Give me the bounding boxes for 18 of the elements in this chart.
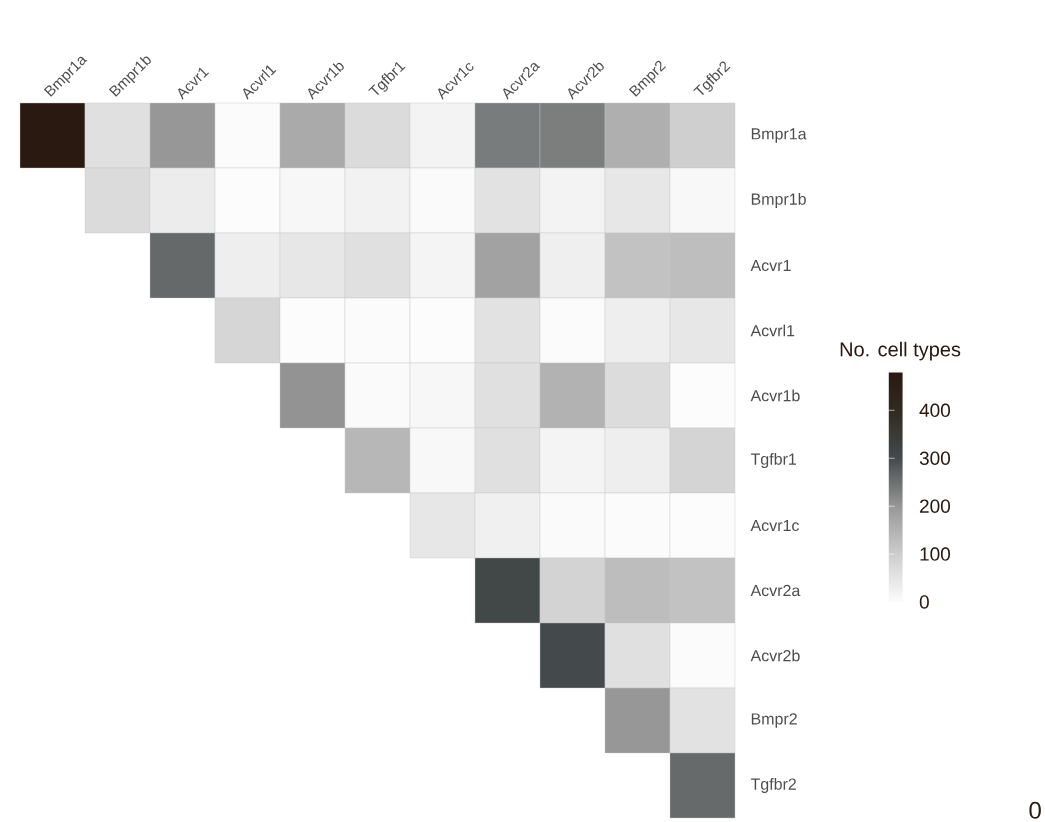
y-tick-label: Bmpr1a — [751, 128, 807, 143]
color-bar-label: 200 — [920, 499, 951, 513]
y-tick-label: Acvr2b — [750, 649, 800, 662]
y-tick-label: Acvr1 — [750, 259, 791, 272]
y-tick-label: Acvrl1 — [750, 324, 795, 337]
y-tick-label: Acvr1b — [750, 389, 800, 402]
y-tick-label: Bmpr2 — [751, 713, 797, 728]
color-bar-label: 400 — [919, 403, 951, 418]
y-tick-label: Acvr2a — [750, 584, 801, 597]
y-tick-label: Acvr1c — [750, 519, 800, 532]
y-tick-label: Bmpr1b — [751, 193, 806, 208]
y-tick-label: Tgfbr1 — [750, 453, 796, 468]
y-tick-label: Tgfbr2 — [750, 778, 796, 793]
color-bar-label: 100 — [920, 547, 951, 561]
color-bar-title: No. cell types — [840, 341, 961, 361]
text: 0 — [1029, 801, 1041, 819]
color-bar-label: 0 — [919, 595, 929, 609]
color-bar-label: 300 — [919, 451, 951, 465]
